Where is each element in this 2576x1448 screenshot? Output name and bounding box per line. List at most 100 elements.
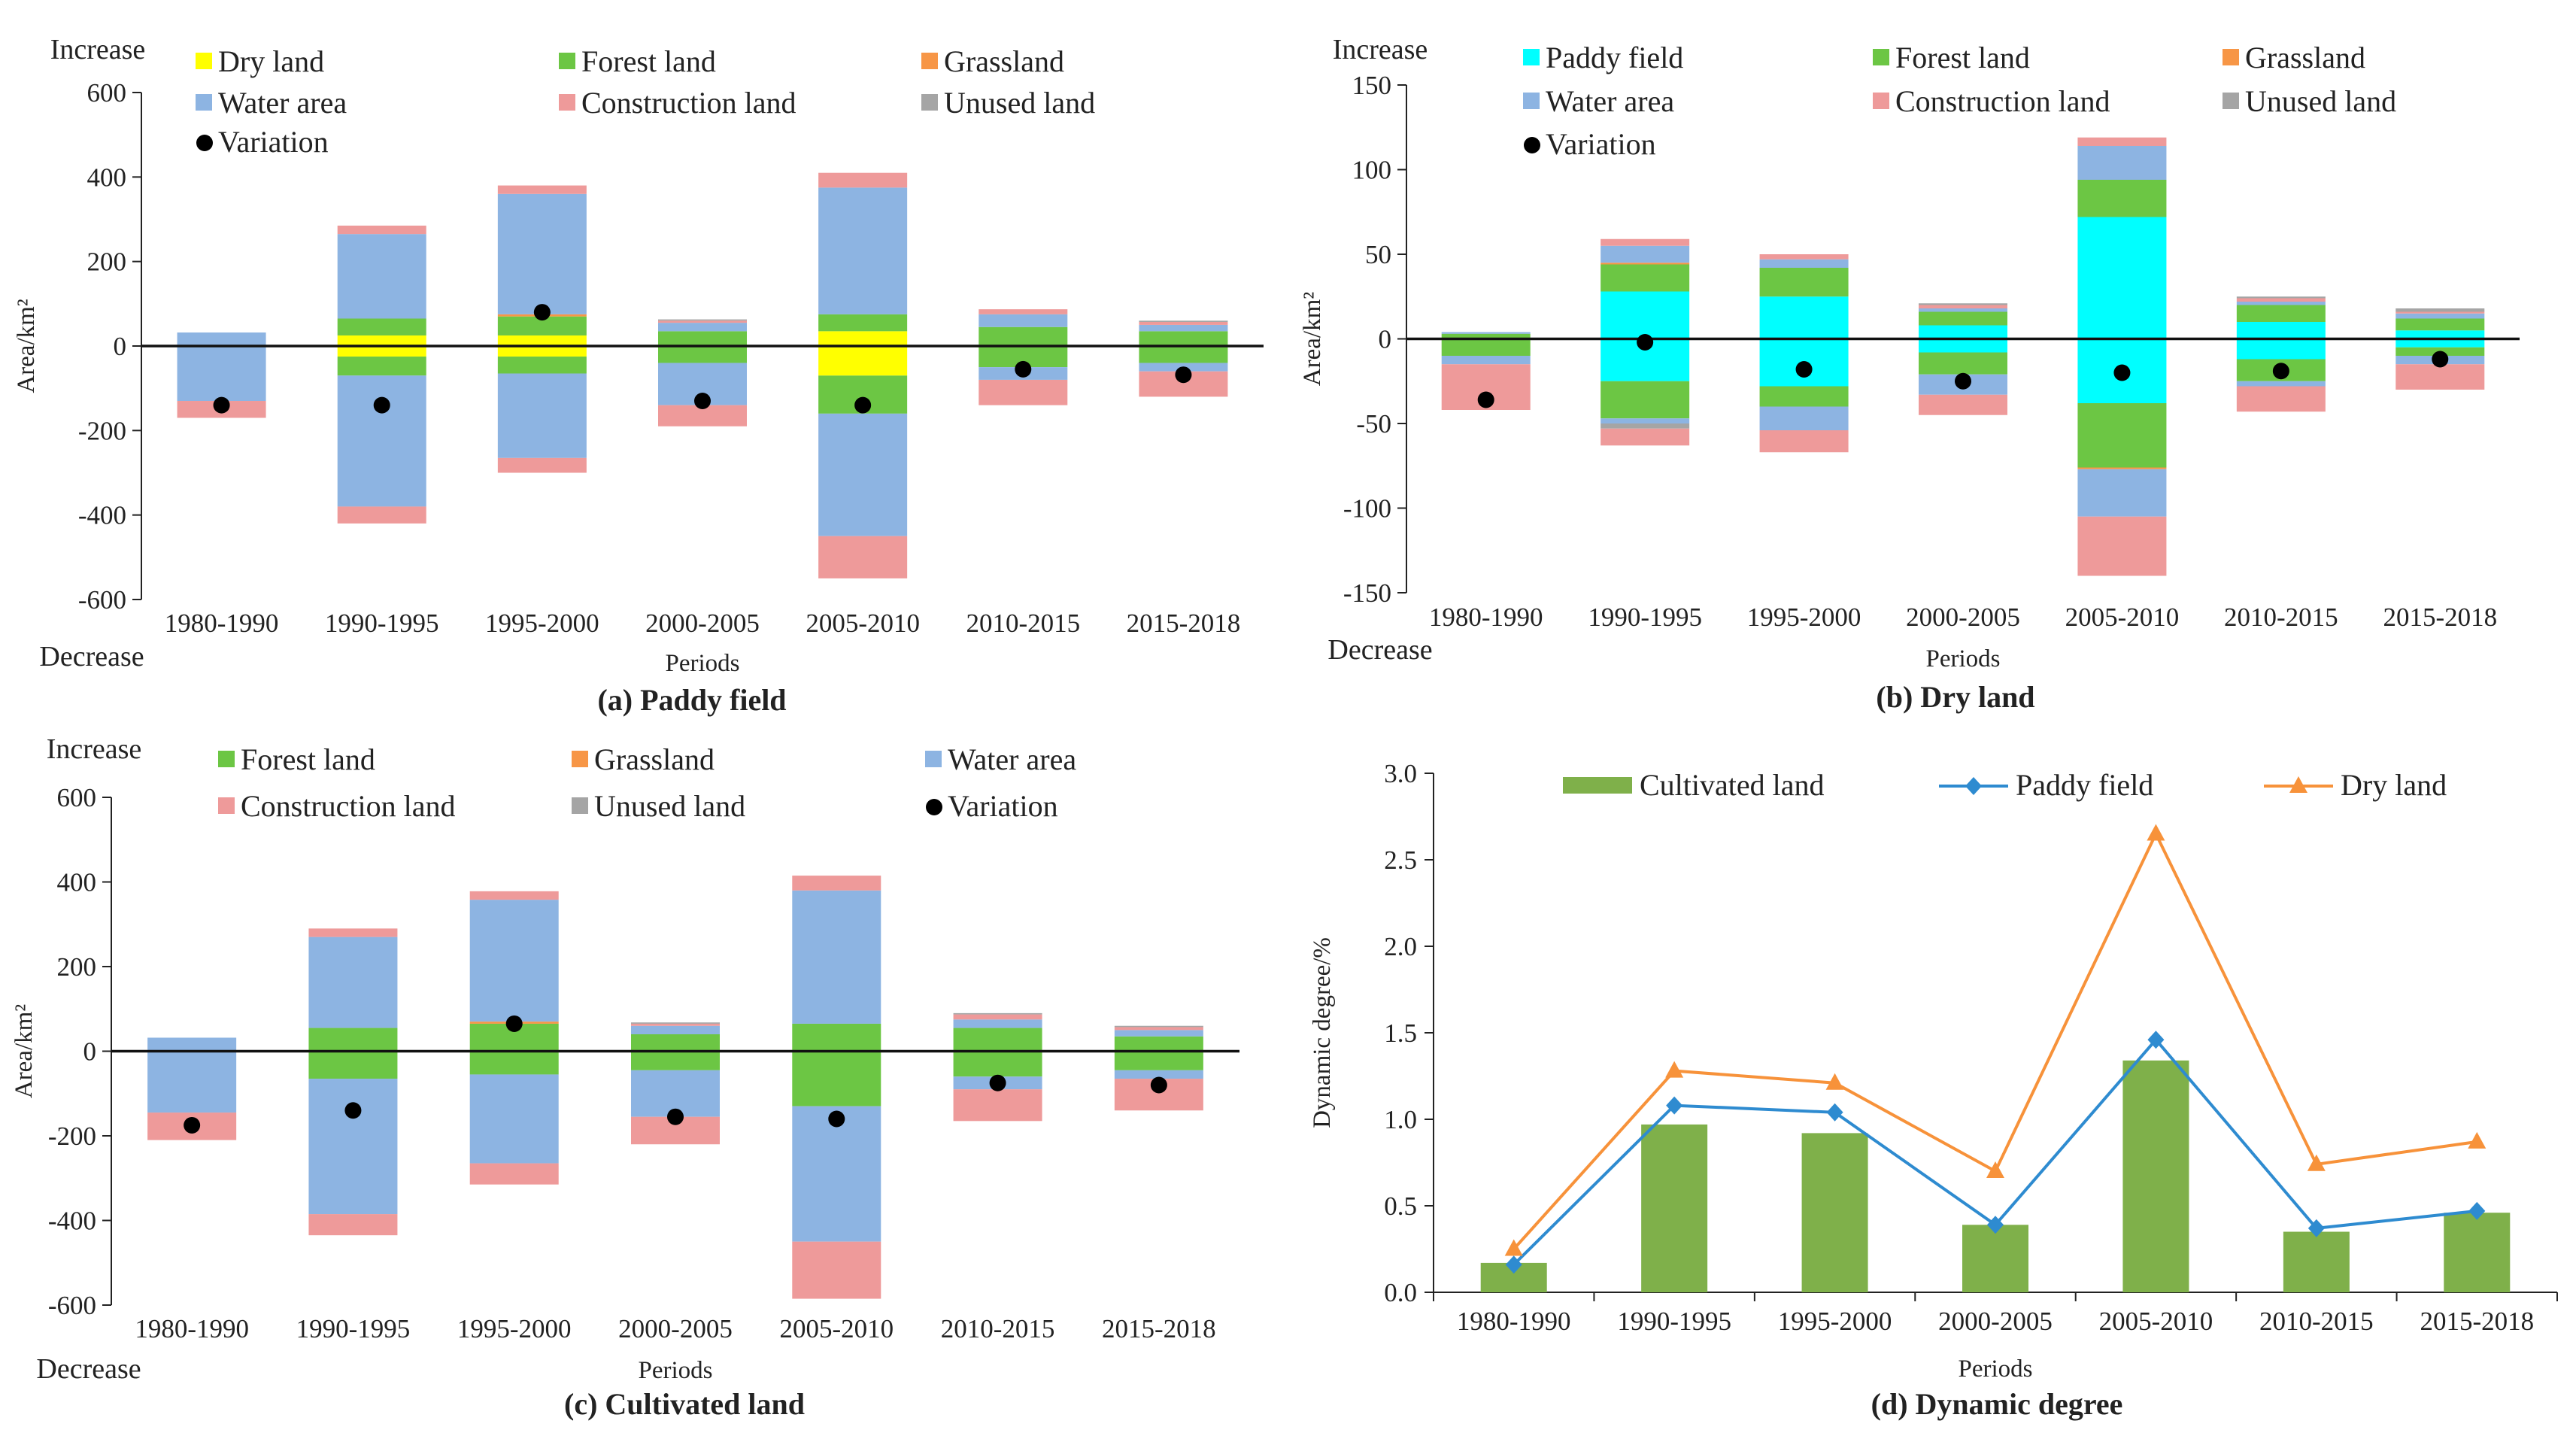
bar-segment-paddy-field — [1601, 291, 1690, 339]
bar-segment-construction-land — [1114, 1027, 1203, 1031]
bar-segment-construction-land — [1139, 321, 1228, 325]
bar-segment-forest-land — [1441, 333, 1531, 339]
bar-segment-construction-land — [2395, 364, 2485, 390]
panel-caption: (a) Paddy field — [597, 683, 786, 717]
variation-point — [1477, 391, 1494, 408]
bar-segment-water-area — [469, 1074, 559, 1164]
y-tick-label: 100 — [1352, 156, 1392, 185]
bar-segment-forest-land — [1441, 338, 1531, 356]
legend-swatch — [559, 53, 575, 69]
bar-segment-dry-land — [497, 346, 587, 357]
panel-caption: (b) Dry land — [1876, 680, 2034, 714]
x-tick-label: 2010-2015 — [941, 1314, 1055, 1343]
variation-point — [828, 1110, 845, 1128]
variation-point — [2432, 351, 2449, 368]
x-axis-title: Periods — [639, 1357, 713, 1384]
bar-segment-forest-land — [1759, 386, 1849, 407]
bar-segment-paddy-field — [1919, 338, 2007, 353]
bar-segment-construction-land — [497, 185, 587, 194]
panel-b-dry-land: 150 100 50 0 -50 -100 -150 1980-1990 1990-1995 19… — [1299, 34, 2520, 714]
bar-segment-water-area — [147, 1051, 237, 1113]
bar-segment-dry-land — [337, 335, 426, 346]
y-tick-label: 0 — [114, 332, 127, 361]
legend-swatch — [559, 94, 575, 111]
y-tick-label: 400 — [87, 162, 127, 192]
x-tick-label: 1980-1990 — [1457, 1307, 1571, 1336]
panel-caption: (d) Dynamic degree — [1871, 1387, 2123, 1421]
y-axis-title: Dynamic degree/% — [1309, 937, 1336, 1128]
bar-segment-construction-land — [2236, 298, 2326, 302]
bar-segment-forest-land — [1601, 264, 1690, 292]
bar-segment-forest-land — [308, 1028, 398, 1052]
y-tick-label: 2.5 — [1384, 845, 1417, 875]
bar-segment-unused-land — [1114, 1025, 1203, 1028]
bar-cultivated-land — [1962, 1225, 2028, 1292]
bar-segment-unused-land — [658, 319, 747, 321]
legend-swatch — [218, 797, 235, 814]
marker-dry-land — [1986, 1161, 2004, 1178]
bar-segment-construction-land — [337, 225, 426, 235]
bar-segment-construction-land — [953, 1014, 1042, 1020]
bar-segment-forest-land — [308, 1051, 398, 1079]
bar-segment-paddy-field — [2236, 322, 2326, 339]
bar-segment-paddy-field — [1759, 296, 1849, 339]
marker-paddy-field — [1987, 1216, 2004, 1234]
marker-paddy-field — [1505, 1255, 1522, 1274]
variation-point — [2272, 363, 2289, 380]
y-tick-label: -600 — [48, 1291, 96, 1320]
y-tick-label: -50 — [1356, 409, 1391, 439]
marker-paddy-field — [2147, 1031, 2165, 1049]
bar-segment-grassland — [1601, 263, 1690, 265]
bar-segment-unused-land — [1919, 303, 2007, 305]
bar-segment-water-area — [2236, 302, 2326, 305]
marker-paddy-field — [2468, 1201, 2486, 1220]
x-tick-label: 1995-2000 — [1778, 1307, 1892, 1336]
variation-point — [667, 1108, 684, 1125]
bar-segment-water-area — [2236, 381, 2326, 387]
bar-segment-water-area — [792, 1106, 881, 1242]
y-tick-label: 2.0 — [1384, 932, 1417, 961]
panel-caption: (c) Cultivated land — [564, 1387, 805, 1421]
x-tick-label: 1980-1990 — [1429, 603, 1543, 632]
legend-swatch — [2223, 93, 2239, 109]
legend-label: Water area — [1546, 84, 1674, 118]
bar-segment-water-area — [147, 1037, 237, 1052]
bar-segment-forest-land — [2077, 403, 2167, 468]
bar-segment-construction-land — [308, 1214, 398, 1236]
bar-segment-forest-land — [818, 314, 908, 332]
variation-point — [373, 396, 390, 414]
bar-segment-construction-land — [1601, 238, 1690, 246]
legend-label: Grassland — [944, 44, 1064, 78]
bar-segment-water-area — [1114, 1030, 1203, 1037]
legend-swatch — [921, 94, 938, 111]
bar-segment-paddy-field — [1919, 325, 2007, 339]
variation-point — [344, 1102, 362, 1119]
bar-segment-forest-land — [1919, 311, 2007, 326]
bar-segment-construction-land — [979, 379, 1068, 405]
x-axis-title: Periods — [1959, 1355, 2033, 1383]
marker-dry-land — [1665, 1061, 1684, 1078]
legend-label: Construction land — [1895, 84, 2110, 118]
legend-label: Grassland — [2245, 41, 2365, 74]
x-tick-label: 1995-2000 — [1747, 603, 1861, 632]
x-tick-label: 2015-2018 — [2383, 603, 2497, 632]
bar-segment-forest-land — [469, 1051, 559, 1075]
marker-dry-land — [2147, 824, 2165, 841]
bar-segment-forest-land — [2077, 180, 2167, 217]
y-tick-label: 0 — [83, 1037, 97, 1067]
bar-segment-construction-land — [497, 457, 587, 473]
bar-segment-water-area — [337, 375, 426, 507]
bar-segment-unused-land — [953, 1012, 1042, 1015]
legend-label: Cultivated land — [1640, 768, 1825, 802]
legend-label: Water area — [218, 86, 347, 120]
x-tick-label: 2010-2015 — [2224, 603, 2338, 632]
marker-dry-land — [1504, 1239, 1523, 1256]
y-tick-label: -150 — [1343, 578, 1391, 608]
x-tick-label: 1995-2000 — [457, 1314, 572, 1343]
x-tick-label: 1980-1990 — [135, 1314, 249, 1343]
x-tick-label: 2005-2010 — [2065, 603, 2180, 632]
bar-segment-water-area — [1139, 324, 1228, 332]
bar-segment-forest-land — [337, 357, 426, 376]
x-tick-label: 2000-2005 — [1938, 1307, 2053, 1336]
increase-label: Increase — [1333, 34, 1428, 65]
